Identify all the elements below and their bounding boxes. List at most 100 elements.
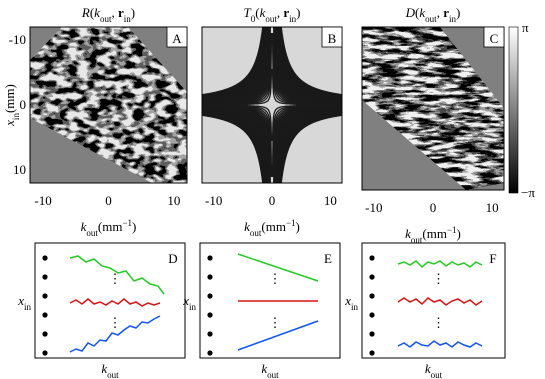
text-part: k	[94, 5, 100, 20]
dot	[369, 274, 375, 280]
text-part: k	[419, 5, 425, 20]
fringe	[202, 27, 264, 96]
text-part: k	[405, 226, 411, 241]
dot	[369, 312, 375, 318]
text-part: )	[131, 5, 135, 20]
panel-letter: B	[328, 31, 337, 46]
text-part: k	[101, 361, 107, 376]
text-part: out	[86, 228, 98, 238]
text-part: out	[100, 14, 112, 24]
ellipsis: ⋮	[432, 271, 445, 286]
dot	[369, 255, 375, 261]
y-axis-label: xin(mm)	[2, 84, 21, 127]
text-part: in	[351, 302, 359, 312]
text-part: (mm)	[2, 84, 17, 113]
text-part: −1	[122, 218, 132, 228]
ellipsis: ⋮	[109, 315, 122, 330]
x-axis-label: kout	[261, 361, 279, 379]
x-tick-label: 0	[269, 193, 276, 208]
axes-frame	[201, 26, 343, 184]
y-axis-label: xin	[344, 293, 358, 312]
x-tick-label: 10	[167, 193, 180, 208]
trace	[397, 297, 483, 306]
panel-letter: A	[172, 31, 182, 46]
text-part: in	[189, 302, 197, 312]
trace	[69, 315, 161, 353]
text-part: )	[296, 219, 300, 234]
x-tick-label: -10	[205, 193, 222, 208]
y-axis-label: xin	[17, 293, 31, 312]
text-part: in	[289, 14, 297, 24]
text-part: ,	[437, 5, 444, 20]
x-tick-label: -10	[34, 193, 51, 208]
x-tick-label: 10	[324, 193, 337, 208]
text-part: )	[457, 226, 461, 241]
text-part: k	[244, 219, 250, 234]
x-axis-label: kout(mm−1)	[405, 225, 461, 245]
text-part: k	[260, 5, 266, 20]
text-part: k	[425, 361, 431, 376]
ellipsis: ⋮	[269, 271, 282, 286]
text-part: out	[107, 370, 119, 379]
x-tick-label: 0	[430, 200, 437, 215]
axes-frame	[29, 26, 188, 184]
text-part: )	[456, 5, 460, 20]
panel-title: R(kout, rin)	[81, 5, 135, 24]
trace	[237, 320, 319, 351]
dot	[42, 293, 48, 299]
dot	[42, 331, 48, 337]
text-part: )	[296, 5, 300, 20]
axes-frame	[361, 26, 505, 191]
dot	[207, 293, 213, 299]
letter-box	[483, 26, 505, 48]
y-axis-label: xin	[182, 293, 196, 312]
panel-letter: E	[324, 251, 332, 266]
text-part: ,	[277, 5, 284, 20]
x-axis-label: kout	[101, 361, 119, 379]
text-part: (mm	[422, 226, 447, 241]
text-part: r	[443, 5, 449, 20]
schematic-frame	[199, 242, 341, 359]
panel-title: D(kout, rin)	[405, 5, 461, 24]
ellipsis: ⋮	[432, 315, 445, 330]
trace	[397, 340, 483, 348]
text-part: −1	[447, 225, 457, 235]
text-part: T	[243, 5, 251, 20]
trace	[69, 255, 165, 295]
text-part: in	[24, 302, 32, 312]
letter-box	[166, 26, 188, 48]
text-part: D	[405, 5, 416, 20]
x-tick-label: 10	[486, 200, 499, 215]
text-part: (	[415, 5, 419, 20]
x-tick-label: 0	[105, 193, 112, 208]
text-part: −1	[286, 218, 296, 228]
x-axis-label: kout(mm−1)	[81, 218, 137, 238]
dot	[42, 350, 48, 356]
dot	[369, 350, 375, 356]
text-part: out	[431, 370, 443, 379]
dot	[207, 312, 213, 318]
trace	[69, 298, 161, 307]
text-part: r	[118, 5, 124, 20]
panel-letter: D	[168, 251, 177, 266]
text-part: (mm	[98, 219, 123, 234]
dot	[42, 312, 48, 318]
text-part: r	[283, 5, 289, 20]
dot	[207, 331, 213, 337]
panel-title: T0(kout, rin)	[243, 5, 300, 24]
text-part: in	[11, 113, 21, 121]
dot	[42, 255, 48, 261]
y-tick-label: 0	[20, 97, 27, 112]
fringe	[280, 114, 342, 183]
schematic-frame	[34, 242, 186, 359]
text-part: out	[267, 370, 279, 379]
colorbar	[508, 26, 519, 194]
dot	[207, 255, 213, 261]
x-axis-label: kout(mm−1)	[244, 218, 300, 238]
text-part: x	[344, 293, 351, 308]
y-tick-label: 10	[13, 162, 26, 177]
panel-letter: F	[489, 251, 496, 266]
text-part: ,	[111, 5, 118, 20]
dot	[369, 331, 375, 337]
